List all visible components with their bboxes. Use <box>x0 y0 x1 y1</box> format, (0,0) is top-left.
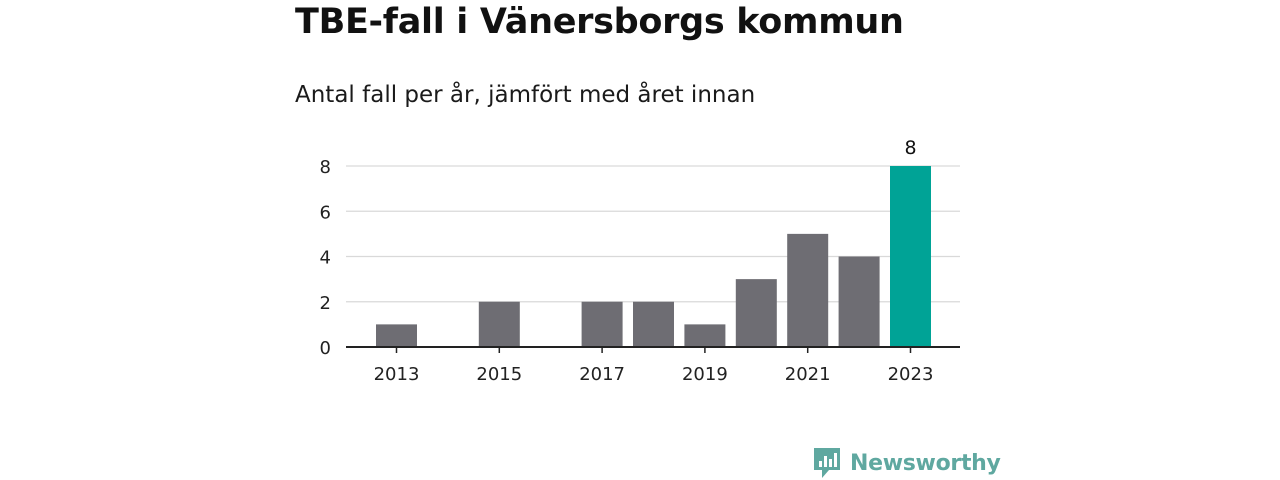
x-tick-label: 2019 <box>682 364 728 385</box>
bar-2015 <box>478 301 520 347</box>
labels: 0 2 4 6 8 2013 2015 2017 2019 2021 2023 8 <box>320 137 934 385</box>
bar-2022 <box>838 256 880 347</box>
y-tick-label: 4 <box>320 248 331 269</box>
bar-chart-speech-bubble-icon <box>814 448 840 478</box>
bar-2013 <box>376 324 417 347</box>
y-tick-label: 6 <box>320 202 331 223</box>
data-label: 8 <box>904 137 916 159</box>
x-tick-label: 2021 <box>785 364 831 385</box>
bars <box>376 166 931 347</box>
chart-subtitle: Antal fall per år, jämfört med året inna… <box>295 82 756 108</box>
bar-2020 <box>735 279 777 347</box>
bar-2019 <box>684 324 726 347</box>
y-tick-label: 8 <box>320 157 331 178</box>
bar-2017 <box>581 301 623 347</box>
x-tick-label: 2023 <box>888 364 934 385</box>
bar-2018 <box>633 301 674 347</box>
newsworthy-logo[interactable]: Newsworthy <box>812 446 1001 480</box>
x-tick-label: 2015 <box>476 364 522 385</box>
axes <box>346 346 960 353</box>
y-tick-label: 2 <box>320 293 331 314</box>
bar-2021 <box>787 233 829 347</box>
chart-title: TBE-fall i Vänersborgs kommun <box>295 2 904 42</box>
logo-text: Newsworthy <box>850 450 1001 476</box>
x-tick-label: 2017 <box>579 364 625 385</box>
x-tick-label: 2013 <box>374 364 420 385</box>
y-tick-label: 0 <box>320 338 331 359</box>
bar-2023 <box>890 166 931 347</box>
